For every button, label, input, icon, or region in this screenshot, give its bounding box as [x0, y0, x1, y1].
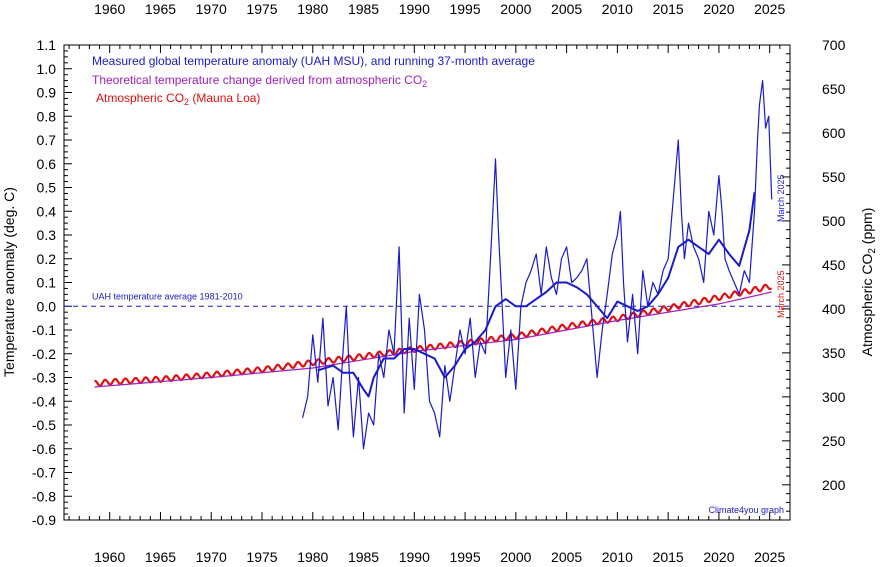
y-left-tick-label: -0.4 [32, 393, 56, 409]
y-right-tick-label: 500 [822, 213, 846, 229]
x-axis-top-labels: 1960 1965 1970 1975 1980 1985 1990 1995 2000 2005… [94, 1, 785, 17]
x-tick-label-bottom: 1975 [246, 549, 277, 565]
y-left-tick-label: 0.2 [37, 251, 57, 267]
y-left-tick-label: -0.2 [32, 346, 56, 362]
y-left-tick-label: -0.7 [32, 465, 56, 481]
x-tick-label-bottom: 2020 [703, 549, 734, 565]
x-tick-label-bottom: 1985 [348, 549, 379, 565]
x-tick-label-top: 1990 [399, 1, 430, 17]
y-axis-left-title: Temperature anomaly (deg. C) [1, 187, 17, 377]
series-theoretical-temperature [94, 291, 772, 388]
y-left-tick-label: 1.1 [37, 37, 57, 53]
annotation-temp-end: March 2025 [776, 174, 786, 222]
plot-frame [63, 44, 791, 521]
y-left-tick-label: 1.0 [37, 61, 57, 77]
x-tick-label-top: 1960 [94, 1, 125, 17]
y-right-tick-label: 400 [822, 301, 846, 317]
series-layer [94, 79, 773, 450]
x-tick-label-bottom: 2025 [754, 549, 785, 565]
y-left-tick-label: -0.3 [32, 370, 56, 386]
y-left-tick-label: -0.1 [32, 322, 56, 338]
x-axis-bottom-labels: 1960 1965 1970 1975 1980 1985 1990 1995 2000 2005… [94, 549, 785, 565]
y-right-tick-label: 550 [822, 169, 846, 185]
x-tick-label-top: 2025 [754, 1, 785, 17]
x-tick-label-top: 2000 [500, 1, 531, 17]
y-right-tick-label: 350 [822, 345, 846, 361]
y-right-tick-label: 300 [822, 389, 846, 405]
x-tick-label-bottom: 1980 [297, 549, 328, 565]
x-tick-label-top: 1985 [348, 1, 379, 17]
axis-ticks [64, 44, 791, 521]
y-right-tick-label: 700 [822, 37, 846, 53]
y-left-tick-label: 0.0 [37, 298, 57, 314]
y-left-tick-label: 0.6 [37, 156, 57, 172]
y-right-tick-label: 250 [822, 433, 846, 449]
y-axis-right-title: Atmospheric CO2 (ppm) [859, 208, 878, 357]
y-right-tick-label: 450 [822, 257, 846, 273]
series-co2-mauna-loa [94, 283, 773, 387]
x-tick-label-bottom: 1990 [399, 549, 430, 565]
y-left-tick-label: 0.8 [37, 108, 57, 124]
y-right-tick-label: 650 [822, 81, 846, 97]
y-axis-right-labels: 200 250 300 350 400 450 500 550 600 650 700 [822, 37, 846, 493]
y-left-tick-label: -0.9 [32, 512, 56, 528]
x-tick-label-top: 1970 [196, 1, 227, 17]
annotation-co2-end: March 2025 [776, 270, 786, 318]
y-left-tick-label: 0.5 [37, 180, 57, 196]
y-left-tick-label: 0.7 [37, 132, 57, 148]
x-tick-label-bottom: 1960 [94, 549, 125, 565]
y-right-tick-label: 600 [822, 125, 846, 141]
x-tick-label-top: 2010 [602, 1, 633, 17]
x-tick-label-bottom: 2000 [500, 549, 531, 565]
y-axis-left-labels: -0.9 -0.8 -0.7 -0.6 -0.5 -0.4 -0.3 -0.2 -0.1 0.0 0… [32, 37, 56, 528]
x-tick-label-bottom: 2015 [653, 549, 684, 565]
y-left-tick-label: 0.3 [37, 227, 57, 243]
y-left-tick-label: -0.5 [32, 417, 56, 433]
x-tick-label-bottom: 2005 [551, 549, 582, 565]
x-tick-label-top: 2005 [551, 1, 582, 17]
x-tick-label-bottom: 1970 [196, 549, 227, 565]
x-tick-label-top: 1965 [145, 1, 176, 17]
series-uah-running-average [317, 192, 756, 398]
credit-label: Climate4you graph [708, 505, 784, 515]
x-tick-label-top: 2015 [653, 1, 684, 17]
x-tick-label-top: 1995 [449, 1, 480, 17]
reference-line-label: UAH temperature average 1981-2010 [92, 291, 243, 301]
y-left-tick-label: -0.8 [32, 488, 56, 504]
x-tick-label-bottom: 1965 [145, 549, 176, 565]
y-left-tick-label: 0.9 [37, 85, 57, 101]
x-tick-label-top: 2020 [703, 1, 734, 17]
y-left-tick-label: 0.1 [37, 275, 57, 291]
legend-entry-uah: Measured global temperature anomaly (UAH… [92, 54, 535, 68]
legend-entry-theoretical: Theoretical temperature change derived f… [92, 73, 427, 89]
x-tick-label-bottom: 2010 [602, 549, 633, 565]
y-right-tick-label: 200 [822, 477, 846, 493]
x-tick-label-bottom: 1995 [449, 549, 480, 565]
y-left-tick-label: 0.4 [37, 203, 57, 219]
legend-entry-co2: Atmospheric CO2 (Mauna Loa) [96, 91, 260, 107]
x-tick-label-top: 1975 [246, 1, 277, 17]
series-uah-monthly [302, 79, 773, 450]
y-left-tick-label: -0.6 [32, 441, 56, 457]
x-tick-label-top: 1980 [297, 1, 328, 17]
